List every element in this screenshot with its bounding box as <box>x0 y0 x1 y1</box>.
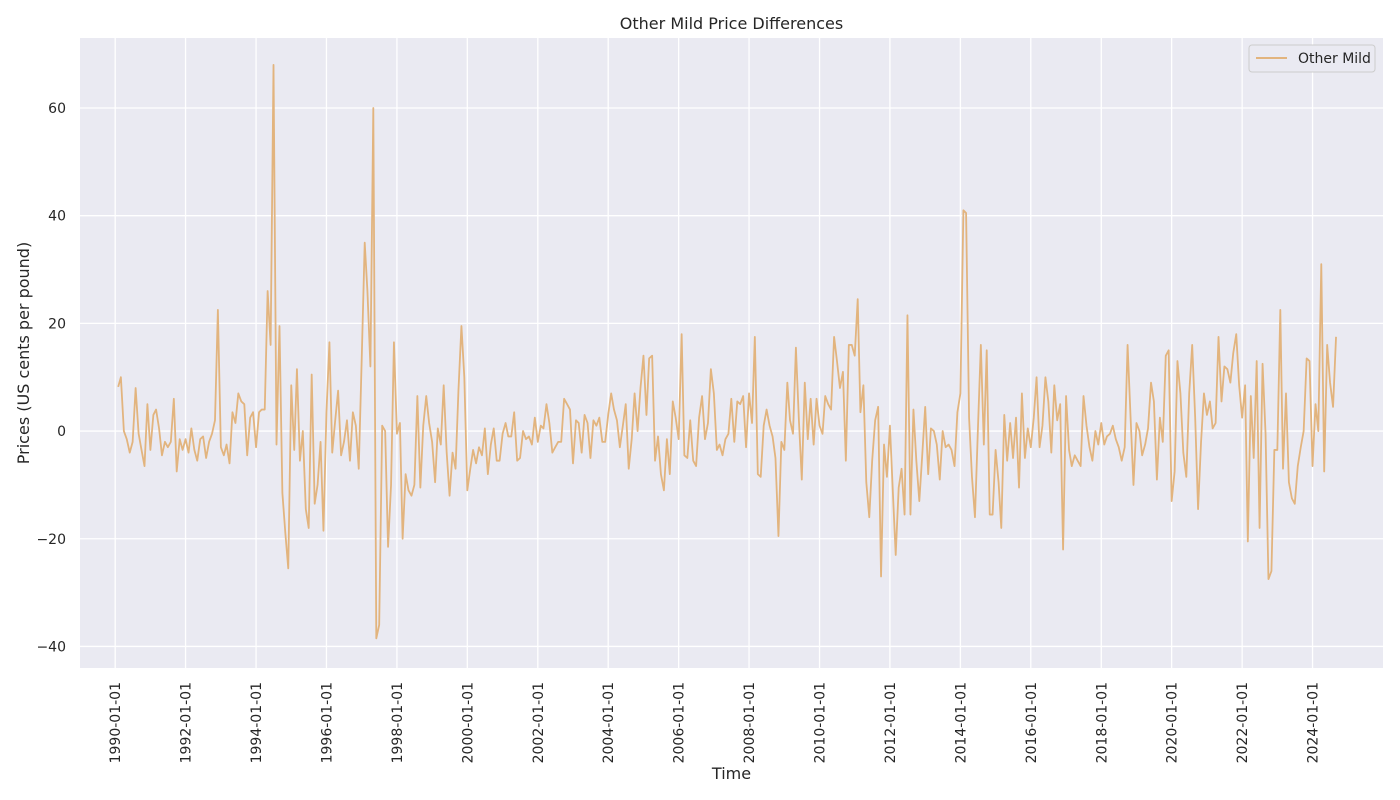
legend-box <box>1248 44 1376 73</box>
x-axis-title: Time <box>711 764 751 783</box>
plot-area <box>80 38 1383 668</box>
x-tick-label: 2000-01-01 <box>460 682 476 763</box>
x-axis-ticks: 1990-01-01 1992-01-01 1994-01-01 1996-01-01… <box>108 682 1321 763</box>
x-tick-label: 2012-01-01 <box>883 682 899 763</box>
x-tick-label: 1996-01-01 <box>319 682 335 763</box>
series-line-other-mild <box>117 64 1337 640</box>
y-tick-label: 60 <box>48 101 66 117</box>
y-tick-label: 40 <box>48 209 66 225</box>
y-tick-label: 0 <box>57 424 66 440</box>
x-tick-label: 2024-01-01 <box>1306 682 1322 763</box>
x-tick-label: 1998-01-01 <box>390 682 406 763</box>
x-tick-label: 2006-01-01 <box>672 682 688 763</box>
legend: Other Mild <box>1248 44 1376 73</box>
y-tick-label: −40 <box>36 639 66 655</box>
legend-label-other-mild: Other Mild <box>1298 51 1371 67</box>
x-tick-label: 2018-01-01 <box>1094 682 1110 763</box>
y-axis-ticks: −40 −20 0 20 40 60 <box>36 101 66 655</box>
series-layer <box>117 64 1337 640</box>
x-tick-label: 2020-01-01 <box>1165 682 1181 763</box>
x-tick-label: 2010-01-01 <box>813 682 829 763</box>
x-tick-label: 2002-01-01 <box>531 682 547 763</box>
x-tick-label: 2022-01-01 <box>1235 682 1251 763</box>
x-tick-label: 2014-01-01 <box>953 682 969 763</box>
y-tick-label: −20 <box>36 532 66 548</box>
x-tick-label: 2008-01-01 <box>742 682 758 763</box>
x-tick-label: 2016-01-01 <box>1024 682 1040 763</box>
x-tick-label: 1994-01-01 <box>249 682 265 763</box>
x-tick-label: 2004-01-01 <box>601 682 617 763</box>
y-axis-title: Prices (US cents per pound) <box>14 242 33 464</box>
grid-lines <box>80 38 1383 668</box>
x-tick-label: 1992-01-01 <box>179 682 195 763</box>
y-tick-label: 20 <box>48 316 66 332</box>
x-tick-label: 1990-01-01 <box>108 682 124 763</box>
chart-title: Other Mild Price Differences <box>620 14 843 33</box>
